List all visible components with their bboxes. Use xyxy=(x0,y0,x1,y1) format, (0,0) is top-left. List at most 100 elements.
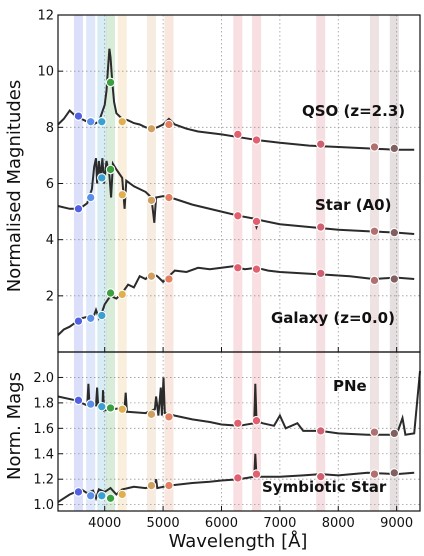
bottom-series-0-point-11 xyxy=(389,428,400,439)
top-filter-band-9 xyxy=(316,15,326,352)
top-series-2-point-9 xyxy=(315,268,326,279)
bottom-y-tick-label-1: 1.2 xyxy=(33,473,54,488)
bottom-x-tick-label-1: 5000 xyxy=(147,516,180,531)
bottom-y-tick-label-4: 1.8 xyxy=(33,396,54,411)
bottom-series-1-point-3 xyxy=(105,493,116,504)
bottom-series-1-point-9 xyxy=(315,471,326,482)
series-label-symbiotic: Symbiotic Star xyxy=(262,478,387,496)
top-series-0-point-8 xyxy=(251,135,262,145)
top-panel: 2 4 6 8 10 12 xyxy=(37,9,421,353)
top-y-tick-label-0: 2 xyxy=(46,289,54,304)
bottom-series-0-point-6 xyxy=(164,412,174,422)
bottom-series-1-point-1 xyxy=(85,490,96,501)
top-series-0-point-1 xyxy=(85,116,96,127)
top-series-1-point-10 xyxy=(369,226,380,236)
top-y-tick-label-2: 6 xyxy=(46,177,54,192)
top-filter-band-2 xyxy=(97,15,107,352)
x-axis-label: Wavelength [Å] xyxy=(169,530,308,552)
top-series-2-point-10 xyxy=(369,275,380,286)
bottom-filter-band-1 xyxy=(86,352,96,511)
bottom-series-0-point-10 xyxy=(369,427,380,437)
bottom-y-tick-label-3: 1.6 xyxy=(33,422,54,437)
bottom-filter-band-4 xyxy=(117,352,127,511)
top-series-1-point-3 xyxy=(105,164,116,175)
bottom-y-axis-label: Norm. Mags xyxy=(4,372,25,480)
bottom-series-1-point-11 xyxy=(389,468,400,478)
top-series-2-point-2 xyxy=(97,310,107,321)
top-series-2-point-8 xyxy=(251,264,262,274)
top-filter-band-6 xyxy=(164,15,174,352)
bottom-x-tick-label-4: 8000 xyxy=(322,516,355,531)
bottom-series-0-point-3 xyxy=(105,403,116,413)
top-series-0-point-7 xyxy=(233,129,243,140)
series-label-qso: QSO (z=2.3) xyxy=(302,102,405,120)
bottom-series-0-point-4 xyxy=(117,404,127,414)
bottom-filter-band-7 xyxy=(233,352,243,511)
bottom-series-1-point-2 xyxy=(97,490,107,501)
top-filter-band-7 xyxy=(233,15,243,352)
top-series-1-point-11 xyxy=(389,227,400,238)
top-series-2-point-7 xyxy=(233,262,243,273)
bottom-series-0-point-5 xyxy=(146,409,157,420)
bottom-x-tick-label-0: 4000 xyxy=(88,516,121,531)
top-series-0-point-9 xyxy=(315,139,326,149)
series-label-pne: PNe xyxy=(333,377,367,395)
top-series-2-point-5 xyxy=(146,271,157,281)
top-series-1-point-4 xyxy=(117,189,127,200)
bottom-filter-band-0 xyxy=(73,352,83,511)
bottom-series-1-point-0 xyxy=(73,487,84,497)
top-series-0-point-5 xyxy=(146,123,157,134)
bottom-series-0-point-9 xyxy=(315,426,326,436)
bottom-series-1-point-5 xyxy=(146,480,157,491)
top-series-1-point-2 xyxy=(97,173,107,183)
top-series-1-point-1 xyxy=(85,192,96,203)
top-series-0-point-0 xyxy=(73,111,84,121)
bottom-series-0-point-1 xyxy=(85,399,96,409)
top-series-1-point-5 xyxy=(146,195,157,206)
bottom-series-1-point-4 xyxy=(117,489,127,500)
bottom-x-tick-label-2: 6000 xyxy=(205,516,238,531)
bottom-panel: 1.0 1.2 1.4 1.6 1.8 2.0 4000 5000 6000 7000 8000 90… xyxy=(33,351,421,531)
top-series-2-point-1 xyxy=(85,313,96,324)
top-series-1-point-8 xyxy=(251,216,262,227)
top-y-tick-label-3: 8 xyxy=(46,121,54,136)
bottom-y-tick-label-5: 2.0 xyxy=(33,371,54,386)
top-y-tick-label-5: 12 xyxy=(37,9,54,24)
top-y-tick-label-1: 4 xyxy=(46,233,54,248)
top-series-2-point-0 xyxy=(73,316,84,326)
bottom-y-tick-label-0: 1.0 xyxy=(33,498,54,513)
bottom-filter-band-2 xyxy=(97,352,107,511)
bottom-x-tick-label-3: 7000 xyxy=(263,516,296,531)
top-series-2-point-4 xyxy=(117,289,127,300)
bottom-series-1-point-6 xyxy=(164,480,174,491)
top-series-1-point-0 xyxy=(73,204,84,214)
top-series-2-point-11 xyxy=(389,274,400,284)
top-y-axis-label: Normalised Magnitudes xyxy=(4,80,25,292)
bottom-filter-band-6 xyxy=(164,352,174,511)
top-filter-band-8 xyxy=(252,15,262,352)
series-label-galaxy: Galaxy (z=0.0) xyxy=(271,309,395,327)
bottom-series-0-point-0 xyxy=(73,395,84,406)
bottom-filter-band-5 xyxy=(146,352,156,511)
top-series-2-point-6 xyxy=(164,274,174,284)
top-series-0-point-10 xyxy=(369,142,380,152)
top-series-0-point-4 xyxy=(117,116,127,127)
top-series-0-point-6 xyxy=(164,119,174,130)
series-label-star: Star (A0) xyxy=(315,196,391,214)
top-series-1-point-9 xyxy=(315,222,326,232)
top-series-2-point-3 xyxy=(105,288,116,298)
bottom-y-tick-label-2: 1.4 xyxy=(33,447,54,462)
top-y-tick-label-4: 10 xyxy=(37,65,54,80)
bottom-series-1-point-7 xyxy=(233,473,243,483)
bottom-x-tick-label-5: 9000 xyxy=(380,516,413,531)
bottom-series-1-point-8 xyxy=(251,469,262,479)
top-series-0-point-2 xyxy=(97,116,107,127)
bottom-series-0-point-7 xyxy=(233,418,243,428)
bottom-series-1-point-10 xyxy=(369,469,380,479)
bottom-axes-frame xyxy=(57,351,421,512)
top-series-0-point-11 xyxy=(389,143,400,154)
top-series-1-point-7 xyxy=(233,211,243,221)
bottom-series-0-point-2 xyxy=(97,401,107,412)
top-series-0-point-3 xyxy=(105,77,116,88)
